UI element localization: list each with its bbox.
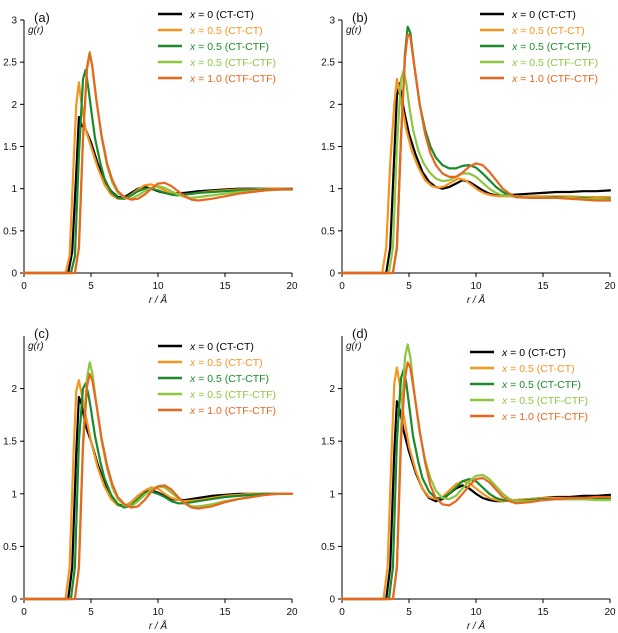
panel-label: (d) [352,326,368,341]
y-axis-title: g(r) [346,341,362,352]
legend: x = 0 (CT-CT) x = 0.5 (CT-CT) x = 0.5 (CT-… [158,341,276,417]
x-tick-label: 10 [470,607,482,618]
x-tick-label: 10 [152,607,164,618]
x-tick-label: 5 [88,281,94,292]
y-tick-label: 1.5 [321,142,335,153]
x-tick-label: 20 [604,281,616,292]
x-tick-label: 20 [604,607,616,618]
y-tick-label: 2 [11,384,17,395]
x-tick-label: 15 [537,281,549,292]
x-tick-label: 5 [88,607,94,618]
legend-label: x = 0.5 (CT-CT) [511,25,585,37]
x-tick-label: 0 [339,281,345,292]
y-tick-label: 0.5 [321,542,335,553]
panel-c: 0 5 10 15 20 0 0.5 1 1.5 2 r / Å g(r)(c) x = 0 (CT-C… [3,326,298,632]
legend-label: x = 0.5 (CT-CTF) [501,379,581,391]
legend-label: x = 0.5 (CT-CT) [189,357,263,369]
x-tick-label: 10 [152,281,164,292]
x-tick-label: 0 [339,607,345,618]
series-line-4 [22,52,294,275]
y-tick-label: 1.5 [3,437,17,448]
y-tick-label: 3 [11,16,17,27]
y-tick-label: 1 [329,489,335,500]
series-line-4 [340,361,612,601]
legend-label: x = 1.0 (CTF-CTF) [189,73,276,85]
y-axis-title: g(r) [28,25,44,36]
legend-label: x = 0 (CT-CT) [189,341,254,353]
panel-d: 0 5 10 15 20 0 0.5 1 1.5 2 r / Å g(r)(d) x = 0 (CT-C… [321,326,616,632]
legend-label: x = 0.5 (CTF-CTF) [501,395,588,407]
x-axis-title: r / Å [149,293,168,306]
y-tick-label: 1 [329,184,335,195]
x-tick-label: 15 [219,281,231,292]
y-tick-label: 0.5 [3,542,17,553]
y-tick-label: 1 [11,489,17,500]
legend: x = 0 (CT-CT) x = 0.5 (CT-CT) x = 0.5 (CT-… [470,347,588,423]
series-line-1 [22,81,294,275]
legend-label: x = 0 (CT-CT) [501,347,566,359]
legend-label: x = 0.5 (CT-CTF) [189,41,269,53]
y-axis-title: g(r) [346,25,362,36]
legend-label: x = 0.5 (CTF-CTF) [189,57,276,69]
x-tick-label: 5 [406,281,412,292]
legend-label: x = 0.5 (CTF-CTF) [511,57,598,69]
y-tick-label: 3 [329,16,335,27]
x-tick-label: 5 [406,607,412,618]
x-tick-label: 15 [537,607,549,618]
legend-label: x = 1.0 (CTF-CTF) [511,73,598,85]
panel-a: 0 5 10 15 20 0 0.5 1 1.5 2 2.5 3 r / Å g(r)(a) x = 0 (… [3,9,298,306]
y-tick-label: 0 [329,269,335,280]
y-tick-label: 2 [329,100,335,111]
x-axis-title: r / Å [149,619,168,632]
series-line-2 [22,68,294,275]
series-line-0 [22,115,294,275]
panel-b: 0 5 10 15 20 0 0.5 1 1.5 2 2.5 3 r / Å g(r)(b) x = 0 (… [321,9,616,306]
legend: x = 0 (CT-CT) x = 0.5 (CT-CT) x = 0.5 (CT-… [158,9,276,85]
y-tick-label: 0.5 [3,226,17,237]
y-tick-label: 2.5 [321,58,335,69]
y-tick-label: 0 [329,595,335,606]
y-axis-title: g(r) [28,341,44,352]
x-axis-title: r / Å [467,619,486,632]
legend-label: x = 0.5 (CT-CT) [501,363,575,375]
y-tick-label: 0.5 [321,226,335,237]
y-tick-label: 1.5 [3,142,17,153]
series-line-4 [340,33,612,275]
series-line-3 [340,69,612,275]
legend-label: x = 0.5 (CT-CTF) [189,373,269,385]
legend-label: x = 0 (CT-CT) [189,9,254,21]
x-tick-label: 20 [286,281,298,292]
legend-label: x = 0.5 (CT-CT) [189,25,263,37]
series-line-3 [22,50,294,275]
series-line-4 [22,372,294,601]
y-tick-label: 1.5 [321,437,335,448]
y-tick-label: 1 [11,184,17,195]
legend-label: x = 0.5 (CTF-CTF) [189,389,276,401]
x-tick-label: 0 [21,281,27,292]
panel-label: (b) [352,10,368,25]
x-axis-title: r / Å [467,293,486,306]
y-tick-label: 0 [11,595,17,606]
legend-label: x = 0 (CT-CT) [511,9,576,21]
y-tick-label: 0 [11,269,17,280]
legend-label: x = 1.0 (CTF-CTF) [501,411,588,423]
panel-label: (a) [34,10,50,25]
y-tick-label: 2 [329,384,335,395]
x-tick-label: 0 [21,607,27,618]
x-tick-label: 15 [219,607,231,618]
y-tick-label: 2.5 [3,58,17,69]
legend-label: x = 1.0 (CTF-CTF) [189,405,276,417]
y-tick-label: 2 [11,100,17,111]
x-tick-label: 20 [286,607,298,618]
x-tick-label: 10 [470,281,482,292]
panel-label: (c) [34,326,49,341]
legend-label: x = 0.5 (CT-CTF) [511,41,591,53]
legend: x = 0 (CT-CT) x = 0.5 (CT-CT) x = 0.5 (CT-… [480,9,598,85]
